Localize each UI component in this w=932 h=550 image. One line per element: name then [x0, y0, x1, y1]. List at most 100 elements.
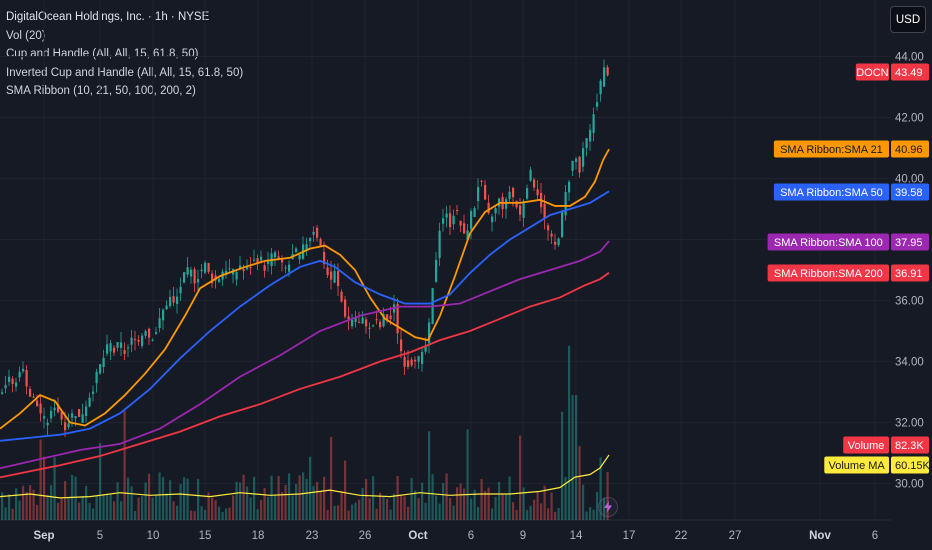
volume-ma-line — [0, 454, 610, 499]
volume-bar — [92, 508, 95, 520]
volume-bar — [134, 511, 137, 520]
price-tag-docn-tag — [855, 63, 889, 81]
legend-line-sma-ribbon[interactable]: SMA Ribbon (10, 21, 50, 100, 200, 2) — [6, 85, 196, 97]
candle-body — [526, 188, 529, 199]
candle-body — [445, 213, 448, 218]
volume-bar — [137, 497, 140, 520]
candle-body — [165, 305, 168, 310]
currency-button[interactable]: USD — [890, 6, 926, 33]
volume-bar — [141, 496, 144, 520]
volume-bar — [78, 502, 81, 520]
candle-body — [340, 291, 343, 302]
volume-bar — [592, 509, 595, 520]
candle-body — [288, 264, 291, 272]
volume-bar — [53, 457, 56, 520]
volume-bar — [564, 477, 567, 520]
volume-bar — [428, 431, 431, 520]
legend-line-inverted-cup-handle[interactable]: Inverted Cup and Handle (All, All, 15, 6… — [6, 66, 244, 79]
volume-bar — [148, 473, 151, 520]
volume-bar — [165, 493, 168, 520]
volume-bar — [179, 484, 182, 520]
candle-body — [256, 258, 259, 265]
price-tag-sma100-text: SMA Ribbon:SMA 100 — [774, 237, 883, 249]
x-tick-label: 27 — [729, 530, 742, 542]
candle-body — [470, 211, 473, 230]
sma-21-line — [0, 148, 610, 430]
volume-bar — [326, 509, 329, 520]
x-tick-label: 17 — [623, 530, 636, 542]
symbol-title[interactable]: DigitalOcean Holdings, Inc. · 1h · NYSE — [6, 11, 210, 23]
volume-bar — [130, 486, 133, 520]
volume-bar — [347, 510, 350, 520]
volume-bar — [337, 505, 340, 520]
candle-body — [368, 327, 371, 329]
x-tick-label: 14 — [570, 530, 583, 542]
candle-body — [179, 286, 182, 294]
candle-body — [400, 339, 403, 352]
volume-bar — [487, 487, 490, 520]
volume-tag: Volume 82.3K — [843, 436, 929, 454]
volume-bar — [207, 492, 210, 520]
legend-line-volume[interactable]: Vol (20) — [6, 29, 46, 42]
candle-body — [99, 364, 102, 374]
price-tag-sma21-value-tag — [891, 140, 929, 158]
candle-body — [1, 392, 4, 394]
volume-bar — [372, 476, 375, 520]
volume-tag-value-tag — [891, 436, 929, 454]
candle-body — [249, 266, 252, 269]
volume-bar — [88, 503, 91, 520]
volume-bar — [508, 476, 511, 520]
candle-body — [351, 319, 354, 327]
volume-bar — [214, 500, 217, 520]
price-tag-sma200-value: 36.91 — [895, 268, 923, 280]
candle-body — [442, 218, 445, 224]
candle-body — [116, 342, 119, 348]
candle-body — [120, 342, 123, 348]
volume-bar — [582, 484, 585, 520]
volume-bar — [228, 507, 231, 520]
volume-bar — [494, 496, 497, 520]
volume-bar — [249, 497, 252, 520]
volume-bar — [106, 494, 109, 520]
candle-body — [589, 129, 592, 142]
sma-50-line — [0, 190, 610, 442]
candle-body — [263, 265, 266, 271]
volume-bar — [225, 508, 228, 520]
volume-bar — [57, 502, 60, 520]
volume-bar — [536, 491, 539, 520]
candle-body — [568, 181, 571, 193]
volume-bar — [274, 495, 277, 520]
price-tag-docn-text: DOCN — [856, 67, 888, 79]
volume-bar — [197, 478, 200, 520]
candle-body — [207, 262, 210, 272]
volume-bar — [533, 499, 536, 520]
volume-bar — [302, 472, 305, 520]
volume-bar — [445, 473, 448, 520]
candle-body — [144, 331, 147, 336]
candle-body — [281, 259, 284, 263]
candle-body — [176, 296, 179, 304]
volume-bar — [477, 507, 480, 520]
candle-body — [337, 271, 340, 287]
candle-body — [64, 422, 67, 431]
candle-body — [123, 349, 126, 355]
volume-bar — [169, 480, 172, 520]
volume-bar — [190, 510, 193, 520]
candle-body — [57, 404, 60, 413]
candle-body — [365, 319, 368, 327]
candle-body — [11, 378, 14, 384]
volume-bar — [253, 476, 256, 520]
candle-body — [284, 267, 287, 269]
volume-bar — [295, 483, 298, 520]
candle-body — [22, 368, 25, 372]
candle-body — [410, 359, 413, 366]
volume-bar — [473, 489, 476, 520]
volume-bar — [239, 482, 242, 520]
candle-body — [60, 412, 63, 420]
volume-tag-value: 82.3K — [895, 440, 924, 452]
candle-body — [4, 384, 7, 389]
lightning-bolt-icon[interactable] — [598, 497, 618, 517]
x-tick-label: 5 — [97, 530, 103, 542]
volume-bar — [547, 508, 550, 520]
